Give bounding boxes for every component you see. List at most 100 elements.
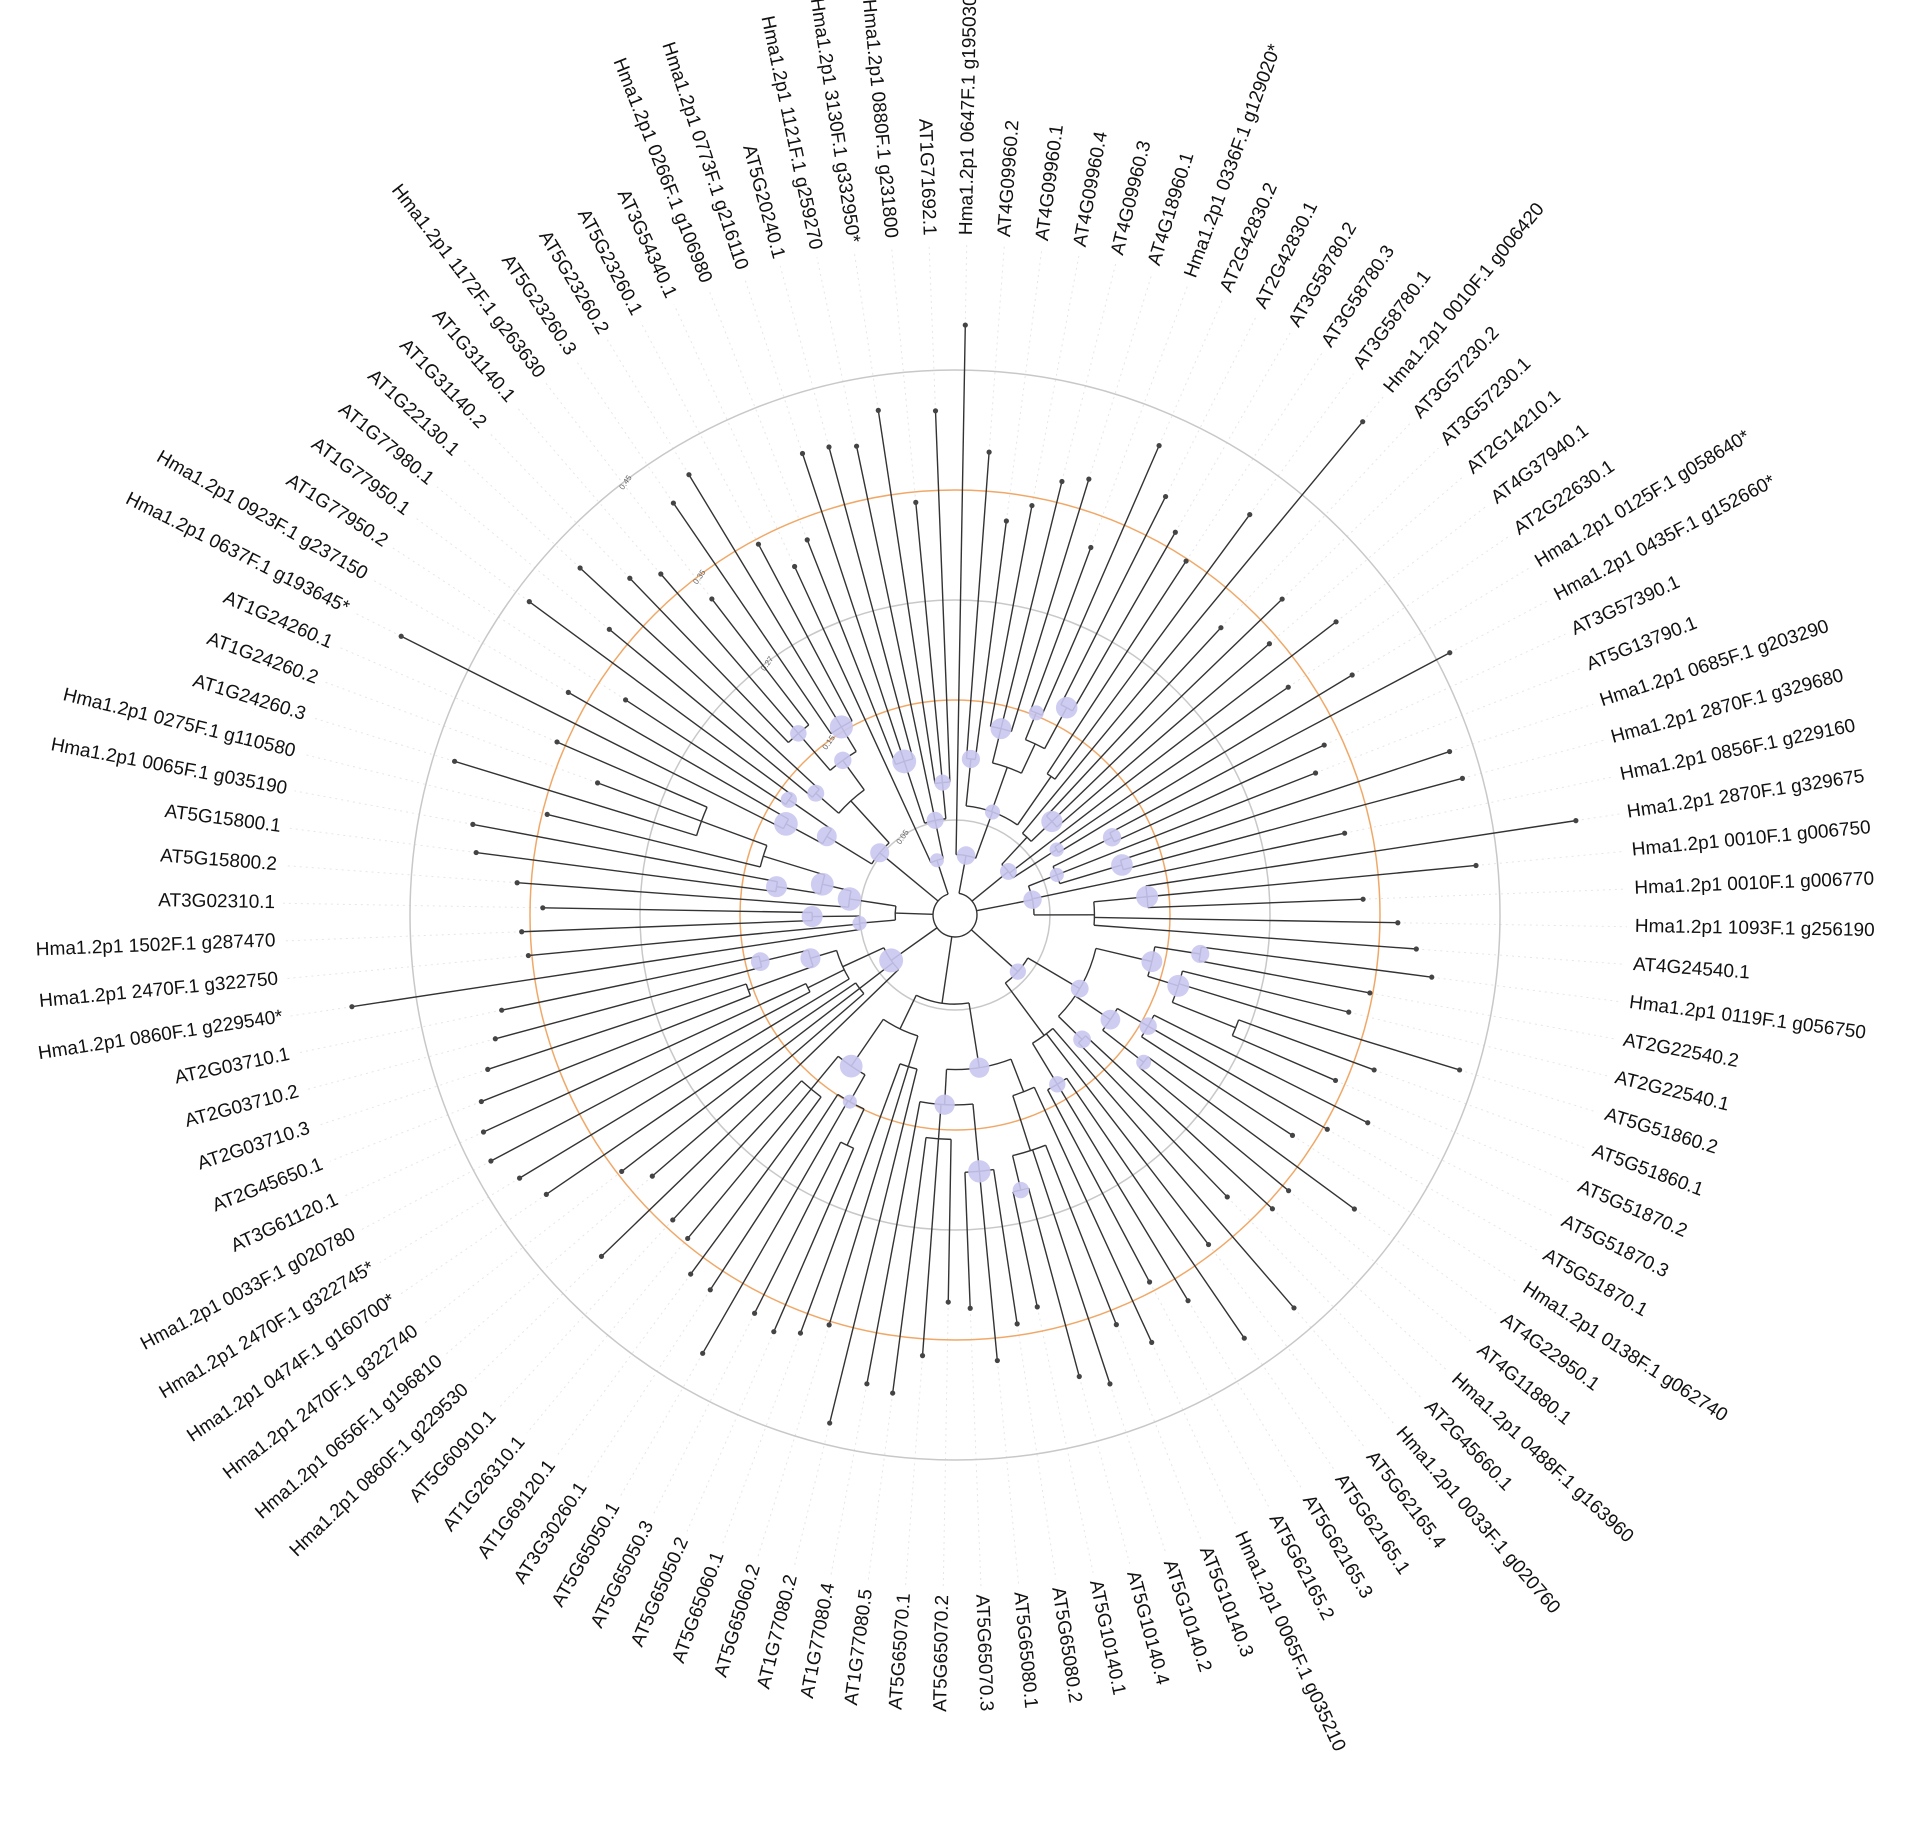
leaf-label: Hma1.2p1 0880F.1 g231800 <box>858 0 902 239</box>
support-bubble <box>1136 885 1159 908</box>
branch-line <box>850 800 890 844</box>
branch-line <box>1052 1028 1295 1309</box>
support-bubble <box>790 725 807 742</box>
label-guide <box>1092 284 1189 543</box>
branch-line <box>1045 1144 1118 1325</box>
tip-dot <box>1162 493 1169 500</box>
label-guide <box>471 1260 598 1383</box>
tip-dot <box>1342 830 1348 836</box>
tip-dot <box>544 811 550 818</box>
tip-dot <box>1332 1077 1339 1084</box>
branch-arc <box>695 806 708 836</box>
support-bubble <box>984 804 1001 820</box>
branch-line <box>1032 832 1345 900</box>
label-guide <box>285 955 523 980</box>
leaf-label: AT1G77080.5 <box>841 1588 877 1707</box>
branch-line <box>600 968 900 1257</box>
tip-dot <box>826 444 832 450</box>
branch-line <box>915 502 944 783</box>
branch-line <box>1093 924 1417 950</box>
branch-line <box>660 573 799 734</box>
leaf-label: AT5G65070.3 <box>971 1594 997 1712</box>
support-bubble <box>839 1054 863 1078</box>
leaf-label: AT4G09960.2 <box>994 119 1024 237</box>
tip-dot <box>1059 478 1065 485</box>
branch-line <box>521 919 813 933</box>
branch-line <box>877 410 936 784</box>
tip-dot <box>986 449 992 455</box>
branch-line <box>519 978 850 1179</box>
label-guide <box>964 243 968 320</box>
branch-line <box>842 947 885 968</box>
label-guide <box>284 865 512 883</box>
branch-arc <box>1093 901 1096 926</box>
label-guide <box>673 304 793 562</box>
tip-dot <box>1279 596 1285 602</box>
branch-line <box>757 543 853 722</box>
branch-line <box>542 907 813 914</box>
scale-rings: 0.050.150.270.350.45 <box>409 369 1501 1461</box>
branch-line <box>597 782 702 822</box>
tip-dot <box>1172 529 1178 535</box>
tip-dot <box>919 1353 926 1359</box>
label-guide <box>1006 248 1043 516</box>
tip-dot <box>1360 896 1366 902</box>
tip-dot <box>499 1007 505 1013</box>
support-bubble <box>1070 979 1089 998</box>
label-guide <box>942 1308 949 1587</box>
branch-line <box>895 912 934 915</box>
label-guide <box>793 1428 829 1568</box>
branch-line <box>793 566 932 863</box>
support-bubble <box>1009 963 1026 980</box>
branch-arc <box>840 1141 854 1149</box>
label-guide <box>344 1134 479 1197</box>
label-guide <box>1350 776 1613 833</box>
branch-line <box>810 1055 839 1090</box>
branch-arc <box>894 905 897 921</box>
branch-line <box>1021 421 1364 834</box>
leaf-label: AT2G22540.2 <box>1621 1030 1740 1072</box>
tip-dot <box>658 571 664 577</box>
support-bubble <box>842 1094 857 1109</box>
tip-dot <box>700 1350 706 1356</box>
branch-line <box>517 882 849 908</box>
branch-line <box>1232 1034 1336 1082</box>
tip-dots <box>349 322 1579 1426</box>
branch-line <box>806 539 897 765</box>
label-guide <box>1375 993 1616 1040</box>
label-guide <box>928 243 936 405</box>
leaf-label: AT3G02310.1 <box>158 890 275 913</box>
support-bubble <box>1049 842 1064 857</box>
branch-line <box>989 505 1033 727</box>
tip-dot <box>826 1322 832 1328</box>
leaf-label: Hma1.2p1 2470F.1 g322750 <box>38 968 279 1012</box>
tip-dot <box>519 929 525 935</box>
tip-dot <box>1351 1206 1357 1212</box>
branch-line <box>1047 1089 1151 1283</box>
branch-line <box>1033 1086 1153 1343</box>
leaf-label: AT5G65080.1 <box>1009 1591 1041 1709</box>
label-guide <box>1090 272 1153 474</box>
branch-line <box>1113 744 1325 843</box>
leaf-label: AT5G65080.2 <box>1047 1586 1085 1705</box>
label-guide <box>1177 332 1291 528</box>
label-guide <box>1286 447 1439 596</box>
tip-dot <box>751 1310 758 1316</box>
label-guide <box>324 681 593 782</box>
branch-line <box>454 760 697 837</box>
tip-dot <box>540 905 546 911</box>
label-guide <box>1372 1124 1556 1218</box>
label-guide <box>422 1174 618 1326</box>
label-guide <box>338 646 552 741</box>
branch-line <box>709 1094 839 1291</box>
tip-dot <box>1076 1373 1082 1380</box>
label-guide <box>1366 396 1384 418</box>
label-guide <box>1188 352 1323 557</box>
support-bubble <box>1023 890 1042 909</box>
label-guide <box>997 1366 1020 1585</box>
scale-ring-0.45 <box>409 369 1501 1461</box>
tip-dot <box>670 500 676 506</box>
branch-line <box>1031 1149 1111 1385</box>
branch-line <box>690 1096 822 1275</box>
tip-dot <box>1367 990 1373 996</box>
